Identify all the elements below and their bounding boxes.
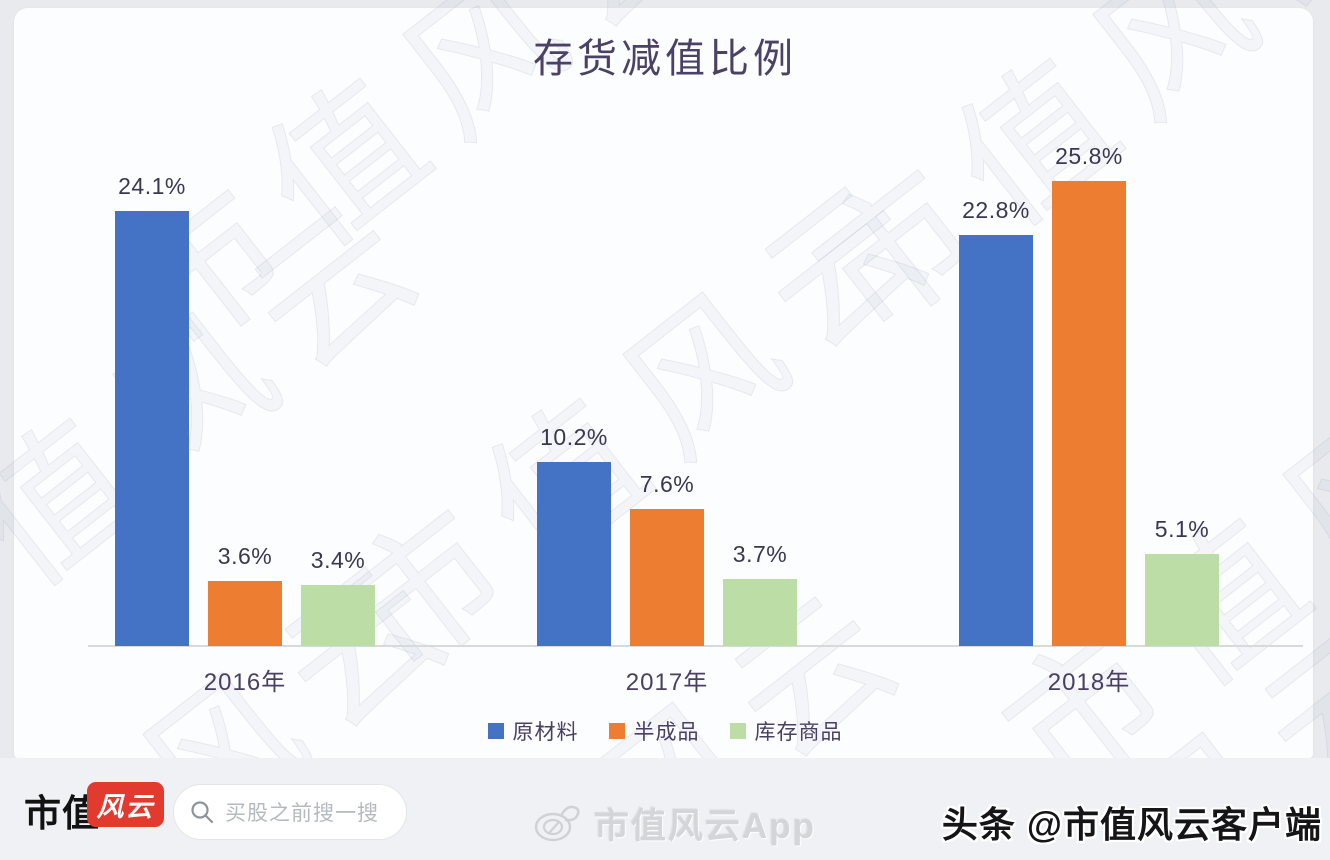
brand-text: 市值: [24, 793, 100, 834]
bar-value-label: 25.8%: [1055, 143, 1123, 169]
legend-swatch-icon: [487, 723, 504, 739]
fengyun-logo-icon: [534, 805, 580, 842]
bar-原材料-2017年: [537, 462, 611, 646]
bar-value-label: 7.6%: [639, 471, 695, 497]
bar-库存商品-2018年: [1145, 554, 1219, 646]
bar-半成品-2017年: [630, 509, 704, 646]
legend-label: 半成品: [633, 721, 700, 744]
legend-item-半成品: 半成品: [608, 716, 700, 746]
search-icon: [191, 801, 214, 824]
bar-value-label: 10.2%: [540, 424, 608, 450]
bar-半成品-2018年: [1052, 181, 1126, 646]
legend-item-原材料: 原材料: [487, 716, 579, 746]
bar-库存商品-2016年: [301, 585, 375, 646]
legend-item-库存商品: 库存商品: [729, 716, 843, 746]
search-placeholder: 买股之前搜一搜: [225, 802, 379, 825]
channel-watermark: 头条 @市值风云客户端: [941, 804, 1322, 845]
legend-swatch-icon: [608, 723, 625, 739]
chart-title: 存货减值比例: [533, 37, 797, 81]
x-axis-label: 2018年: [1047, 669, 1131, 696]
x-axis-line: [88, 645, 1303, 647]
chart-legend: 原材料 半成品 库存商品: [0, 716, 1330, 746]
bar-库存商品-2017年: [723, 579, 797, 646]
search-box[interactable]: 买股之前搜一搜: [173, 784, 407, 840]
bar-原材料-2016年: [115, 211, 189, 646]
bar-value-label: 24.1%: [118, 173, 186, 199]
app-watermark-text: 市值风云App: [594, 806, 817, 846]
bar-原材料-2018年: [959, 235, 1033, 646]
legend-label: 原材料: [512, 721, 579, 744]
bar-value-label: 3.7%: [732, 541, 788, 567]
bar-value-label: 5.1%: [1154, 516, 1210, 542]
bar-value-label: 3.6%: [217, 543, 273, 569]
app-watermark: 市值风云App: [528, 796, 816, 850]
legend-label: 库存商品: [754, 721, 843, 744]
x-axis-label: 2017年: [625, 669, 709, 696]
bar-半成品-2016年: [208, 581, 282, 646]
bar-value-label: 3.4%: [310, 547, 366, 573]
x-axis-label: 2016年: [203, 669, 287, 696]
legend-swatch-icon: [729, 723, 746, 739]
bar-value-label: 22.8%: [962, 197, 1030, 223]
brand-badge: 风云: [87, 782, 164, 827]
